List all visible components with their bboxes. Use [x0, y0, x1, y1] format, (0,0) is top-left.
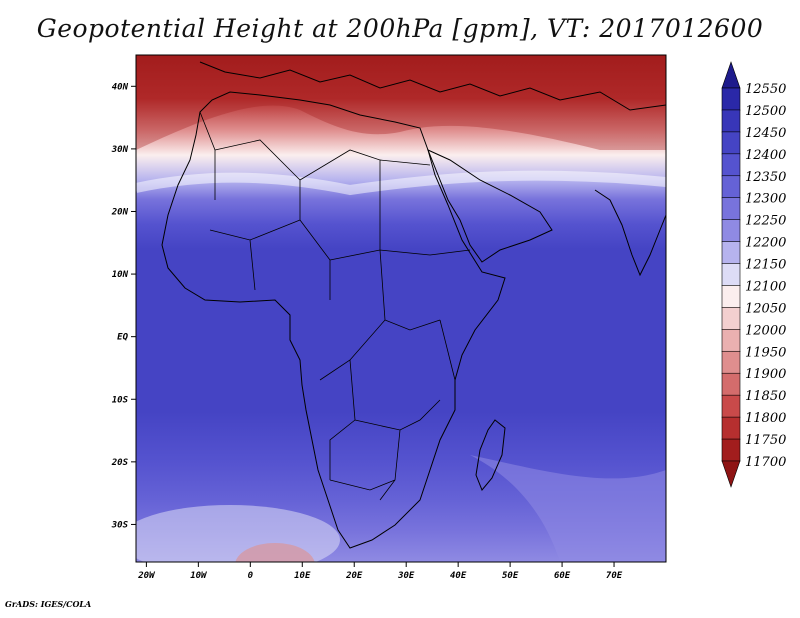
lat-tick-label: EQ: [117, 333, 128, 343]
colorbar-level-label: 12300: [745, 192, 786, 207]
colorbar-arrow-top: [721, 61, 741, 89]
lat-tick-label: 30N: [111, 145, 129, 155]
colorbar-level-label: 12400: [745, 148, 786, 163]
colorbar-swatch: [721, 350, 741, 374]
country-borders: [199, 111, 471, 501]
south-atlantic-light-band: [136, 505, 340, 562]
colorbar-swatch: [721, 307, 741, 330]
colorbar-level-label: 12450: [745, 126, 786, 141]
colorbar-swatch: [721, 438, 741, 462]
colorbar-level-label: 12000: [745, 323, 786, 338]
colorbar-swatch: [721, 394, 741, 418]
lat-tick-label: 10N: [112, 270, 129, 280]
lon-tick-label: 0: [248, 571, 254, 581]
colorbar-level-label: 11750: [745, 433, 786, 448]
colorbar-swatch: [721, 285, 741, 308]
colorbar-swatch: [721, 263, 741, 287]
colorbar-level-label: 12250: [745, 214, 786, 229]
colorbar-level-label: 11800: [745, 411, 786, 426]
colorbar-level-label: 12050: [745, 301, 786, 316]
colorbar-arrow-bottom: [721, 460, 741, 488]
colorbar: 12550 12500 12450 12400 12350 12300 12250 12200…: [721, 61, 786, 488]
lon-tick-label: 10W: [190, 571, 208, 581]
colorbar-swatch: [721, 109, 741, 133]
europe-coastline: [199, 61, 666, 111]
colorbar-level-label: 12200: [745, 236, 786, 251]
lon-tick-label: 70E: [606, 571, 623, 581]
colorbar-swatch: [721, 372, 741, 396]
map-title: Geopotential Height at 200hPa [gpm], VT:…: [36, 14, 764, 43]
africa-coastline: [161, 91, 506, 549]
lon-tick-label: 30E: [397, 571, 415, 581]
colorbar-level-label: 11850: [745, 389, 786, 404]
arabian-peninsula-coastline: [427, 149, 553, 263]
colorbar-level-label: 11700: [745, 455, 786, 470]
colorbar-swatch: [721, 416, 741, 440]
lat-tick-label: 20N: [111, 207, 129, 217]
colorbar-level-label: 11900: [745, 367, 786, 382]
colorbar-level-label: 12150: [745, 258, 786, 273]
lon-tick-label: 40E: [450, 571, 467, 581]
lon-tick-label: 20E: [345, 571, 363, 581]
colorbar-level-label: 12100: [745, 279, 786, 294]
india-coastline: [594, 189, 666, 277]
map-frame: [135, 54, 667, 563]
colorbar-swatch: [721, 131, 741, 155]
colorbar-swatch: [721, 197, 741, 221]
colorbar-swatch: [721, 153, 741, 177]
ridge-shading-north: [136, 55, 666, 150]
colorbar-swatch: [721, 329, 741, 352]
lon-tick-label: 50E: [502, 571, 519, 581]
indian-ocean-trough: [470, 455, 666, 562]
lon-tick-label: 20W: [137, 571, 156, 581]
colorbar-swatch: [721, 219, 741, 243]
subtropical-jet-band: [136, 170, 666, 196]
colorbar-swatch: [721, 87, 741, 111]
colorbar-level-label: 12550: [745, 82, 786, 97]
colorbar-level-label: 12500: [745, 104, 786, 119]
lon-tick-label: 10E: [294, 571, 311, 581]
colorbar-level-label: 12350: [745, 170, 786, 185]
lat-tick-label: 10S: [112, 395, 129, 405]
colorbar-swatch: [721, 175, 741, 199]
colorbar-level-label: 11950: [745, 345, 786, 360]
grads-credit: GrADS: IGES/COLA: [5, 599, 92, 609]
longitude-axis: 20W 10W 0 10E 20E 30E 40E 50E 60E 70E: [137, 562, 623, 581]
lat-tick-label: 20S: [111, 458, 129, 468]
madagascar-coastline: [475, 419, 506, 491]
lat-tick-label: 30S: [111, 520, 129, 530]
latitude-axis: 40N 30N 20N 10N EQ 10S 20S 30S: [111, 82, 136, 530]
lat-tick-label: 40N: [112, 82, 129, 92]
colorbar-swatch: [721, 241, 741, 265]
lon-tick-label: 60E: [554, 571, 571, 581]
